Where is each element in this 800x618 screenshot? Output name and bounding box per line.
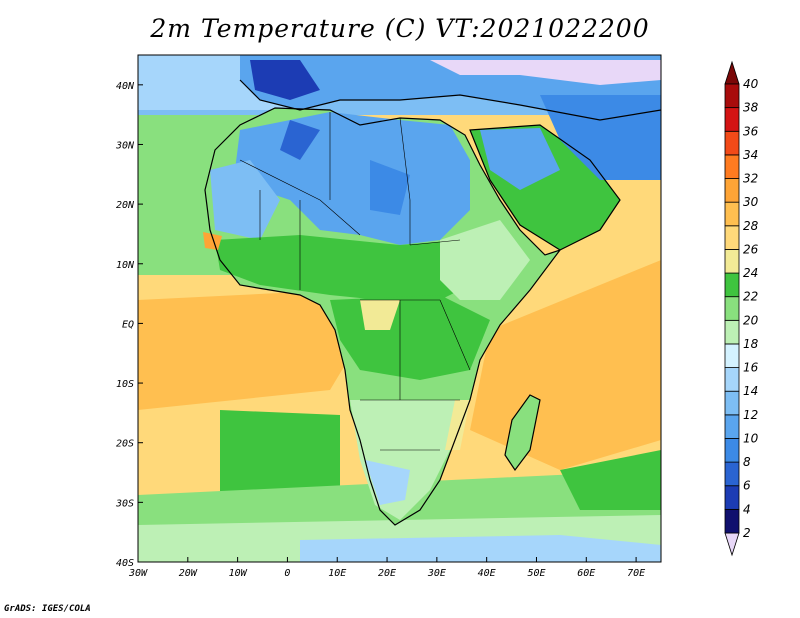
x-tick-label: 60E (577, 568, 595, 579)
colorbar-box (724, 367, 740, 392)
colorbar-box (724, 461, 740, 487)
colorbar-min-triangle (724, 532, 740, 557)
y-tick-label: EQ (122, 319, 134, 330)
colorbar-box (724, 154, 740, 179)
x-tick-label: 30W (128, 568, 148, 579)
colorbar-label: 12 (743, 408, 758, 422)
madagascar (505, 395, 540, 470)
x-tick-label: 10W (229, 568, 248, 579)
colorbar-box (724, 83, 740, 109)
arabia-cool (480, 128, 560, 190)
colorbar-label: 14 (743, 384, 758, 398)
x-axis: 30W 20W 10W 0 10E 20E 30E 40E 50E 60E 70E (128, 557, 645, 579)
colorbar-box (724, 508, 740, 534)
colorbar-label: 4 (743, 502, 751, 516)
colorbar-label: 38 (743, 101, 759, 115)
colorbar-box (724, 485, 740, 510)
colorbar-label: 30 (743, 195, 759, 209)
colorbar-box (724, 225, 740, 250)
y-tick-label: 10N (116, 260, 135, 271)
gulf-guinea-warm (138, 290, 360, 410)
colorbar-label: 34 (743, 148, 758, 162)
x-tick-label: 40E (478, 568, 496, 579)
colorbar-box (724, 319, 740, 345)
kalahari-blue (365, 460, 410, 505)
colorbar-box (724, 438, 740, 463)
y-tick-label: 40S (116, 558, 134, 569)
east-coast-yellow (445, 400, 470, 450)
europe-coastline (239, 79, 661, 121)
colorbar-box (724, 414, 740, 439)
colorbar-box (724, 343, 740, 368)
x-tick-label: 20W (179, 568, 198, 579)
y-tick-label: 30N (115, 140, 135, 151)
border-lines (239, 112, 471, 451)
country-borders (239, 112, 471, 451)
colorbar-box (724, 249, 740, 274)
plot-frame (137, 54, 662, 563)
y-tick-label: 40N (116, 81, 135, 92)
colorbar-box (724, 107, 740, 132)
colorbar-box (724, 272, 740, 298)
congo-yellow (360, 300, 400, 330)
asia-minor (430, 60, 661, 85)
y-tick-label: 30S (115, 498, 134, 509)
colorbar-label: 32 (743, 172, 758, 186)
x-tick-label: 50E (527, 568, 545, 579)
colorbar-label: 20 (743, 313, 759, 327)
colorbar-label: 6 (743, 479, 751, 493)
colorbar-label: 8 (743, 455, 751, 469)
colorbar-label: 28 (743, 219, 759, 233)
colorbar-label: 10 (743, 431, 759, 445)
x-tick-label: 0 (284, 568, 290, 579)
colorbar-label: 16 (743, 361, 759, 375)
colorbar-label: 18 (743, 337, 759, 351)
colorbar-label: 40 (743, 77, 759, 91)
senegal-hot (203, 232, 222, 250)
x-tick-label: 30E (427, 568, 446, 579)
sahara-dark (280, 120, 320, 160)
europe-dark (250, 60, 320, 100)
sahel-green (215, 235, 480, 300)
colorbar-box (724, 201, 740, 227)
east-highlands (440, 220, 530, 300)
colorbar-box (724, 178, 740, 203)
y-tick-label: 20N (116, 200, 135, 211)
map-field (138, 55, 661, 562)
colorbar-max-triangle (724, 60, 740, 85)
y-tick-label: 10S (116, 379, 134, 390)
colorbar-box (724, 390, 740, 416)
africa-coastline (204, 107, 562, 526)
x-tick-label: 10E (328, 568, 346, 579)
x-tick-label: 70E (627, 568, 645, 579)
west-sahara (210, 160, 280, 240)
colorbar-box (724, 130, 740, 156)
arabia-coastline (469, 124, 621, 251)
credit-label: GrADS: IGES/COLA (4, 604, 91, 614)
chart-title: 2m Temperature (C) VT:2021022200 (150, 14, 650, 43)
coastlines (204, 79, 661, 526)
south-blue-band (300, 535, 661, 562)
colorbar-label: 24 (743, 266, 758, 280)
y-axis: 40N 30N 20N 10N EQ 10S 20S 30S 40S (115, 81, 143, 569)
colorbar-label: 26 (743, 242, 759, 256)
madagascar-coastline (504, 394, 541, 472)
colorbar-label: 36 (743, 124, 759, 138)
south-indian-green (560, 450, 661, 510)
x-tick-label: 20E (378, 568, 396, 579)
y-tick-label: 20S (116, 439, 134, 450)
iran-land (540, 95, 661, 180)
colorbar-label: 2 (743, 526, 751, 540)
sahara-dark-2 (370, 160, 410, 215)
colorbar-box (724, 296, 740, 321)
colorbar-label: 22 (743, 290, 758, 304)
